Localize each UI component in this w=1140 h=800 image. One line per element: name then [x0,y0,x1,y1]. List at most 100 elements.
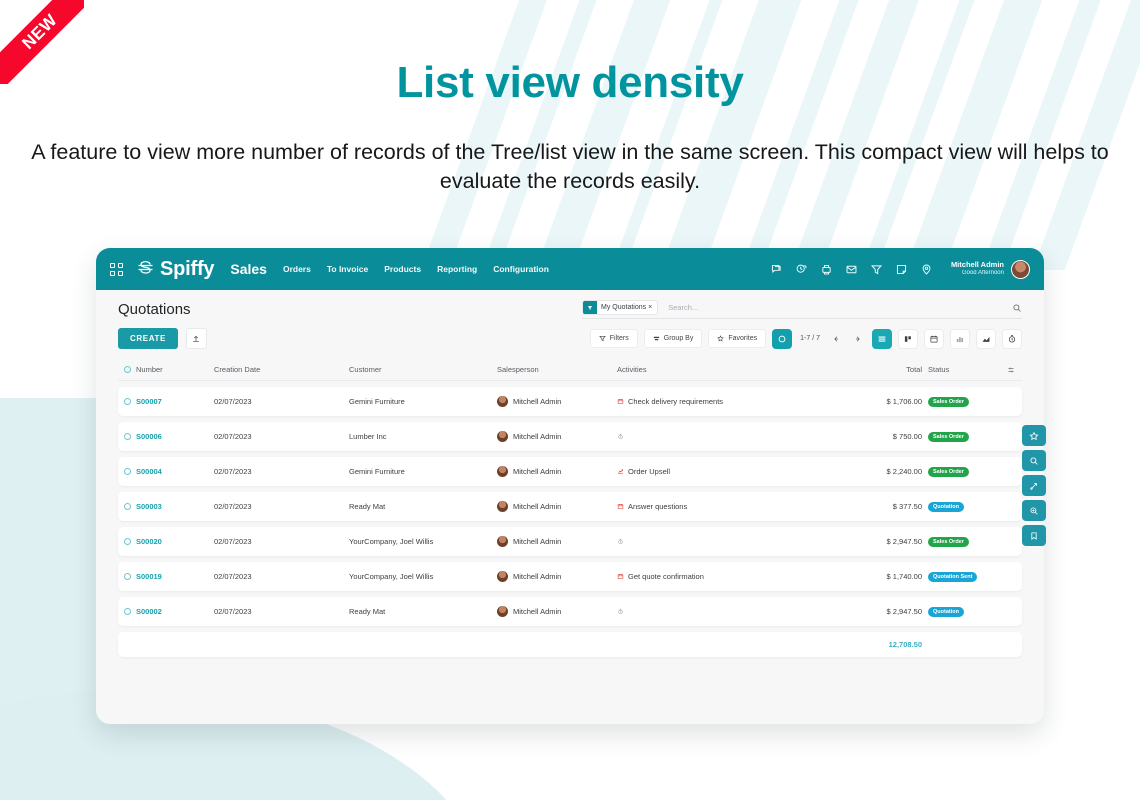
column-header-total[interactable]: Total [906,365,922,374]
column-header-creation-date[interactable]: Creation Date [214,365,261,374]
print-icon[interactable] [820,263,833,276]
column-options-icon[interactable] [1000,366,1022,374]
menu-item-products[interactable]: Products [384,264,422,274]
table-row[interactable]: S00006 02/07/2023 Lumber Inc Mitchell Admin… [118,422,1022,451]
cell-customer: Ready Mat [349,607,386,616]
upload-icon[interactable] [185,328,207,349]
column-header-salesperson[interactable]: Salesperson [497,365,539,374]
activity-label: Order Upsell [628,467,671,476]
cell-activities[interactable] [617,433,850,440]
cell-number[interactable]: S00004 [136,467,162,476]
row-checkbox[interactable] [118,503,136,510]
activities-badge [804,259,812,267]
new-ribbon: NEW [0,0,84,84]
menu-item-to-invoice[interactable]: To Invoice [326,264,369,274]
filter-icon [598,335,606,342]
mail-icon[interactable] [845,263,858,276]
menu-item-orders[interactable]: Orders [282,264,311,274]
control-panel: Quotations My Quotations × Search... [96,290,1044,349]
status-badge: Sales Order [928,432,969,442]
cell-total: $ 750.00 [892,432,922,441]
cell-status: Sales Order [928,536,1000,547]
table-row[interactable]: S00019 02/07/2023 YourCompany, Joel Willis… [118,562,1022,591]
cell-salesperson: Mitchell Admin [497,396,617,407]
search-area[interactable]: My Quotations × Search... [582,300,1022,319]
avatar[interactable] [1011,259,1030,279]
menu-item-configuration[interactable]: Configuration [493,264,549,274]
calendar-icon[interactable] [924,328,944,349]
clock-icon[interactable] [1002,328,1022,349]
favorite-icon[interactable] [1022,425,1046,446]
cell-activities[interactable]: Get quote confirmation [617,572,850,581]
create-button[interactable]: CREATE [118,328,178,349]
note-icon[interactable] [895,263,908,276]
search-facet[interactable]: My Quotations × [582,300,659,315]
messages-icon[interactable] [770,259,787,276]
activities-icon[interactable] [795,259,812,276]
calendar-red-icon [617,573,624,580]
status-badge: Quotation Sent [928,572,978,582]
cell-activities[interactable] [617,608,850,615]
page-title: List view density [396,58,744,107]
row-checkbox[interactable] [118,433,136,440]
search-icon[interactable] [1022,450,1046,471]
column-header-status[interactable]: Status [928,365,950,374]
table-row[interactable]: S00007 02/07/2023 Gemini Furniture Mitchell… [118,387,1022,416]
table-header: Number Creation Date Customer Salesperso… [118,359,1022,381]
cell-activities[interactable] [617,538,850,545]
arrow-left-icon[interactable] [828,331,844,347]
avatar [497,431,508,442]
table-row[interactable]: S00003 02/07/2023 Ready Mat Mitchell Admin A… [118,492,1022,521]
cell-activities[interactable]: Answer questions [617,502,850,511]
cell-activities[interactable]: Order Upsell [617,467,850,476]
cell-number[interactable]: S00019 [136,572,162,581]
apps-menu-icon[interactable] [110,262,123,276]
search-icon[interactable] [1012,303,1022,313]
table-row[interactable]: S00002 02/07/2023 Ready Mat Mitchell Admin $… [118,597,1022,626]
table-row[interactable]: S00020 02/07/2023 YourCompany, Joel Willis… [118,527,1022,556]
column-header-activities[interactable]: Activities [617,365,647,374]
column-header-customer[interactable]: Customer [349,365,382,374]
row-checkbox[interactable] [118,608,136,615]
avatar [497,571,508,582]
favorites-button[interactable]: Favorites [708,329,767,348]
column-header-number[interactable]: Number [136,365,163,374]
select-all-checkbox[interactable] [118,366,136,373]
graph-icon[interactable] [976,328,996,349]
bookmark-icon[interactable] [1022,525,1046,546]
cell-number[interactable]: S00007 [136,397,162,406]
cell-number[interactable]: S00006 [136,432,162,441]
location-icon[interactable] [920,263,933,276]
view-tools: Filters Group By Favorites 1-7 / 7 [589,328,1022,349]
brand-logo[interactable]: Spiffy [137,258,215,281]
filter-icon[interactable] [870,263,883,276]
app-topbar: Spiffy Sales Orders To Invoice Products … [96,248,1044,290]
group-by-button[interactable]: Group By [643,329,703,348]
pivot-icon[interactable] [950,328,970,349]
row-checkbox[interactable] [118,573,136,580]
menu-item-reporting[interactable]: Reporting [437,264,478,274]
cell-number[interactable]: S00020 [136,537,162,546]
row-checkbox[interactable] [118,538,136,545]
cell-customer: YourCompany, Joel Willis [349,572,434,581]
facet-label: My Quotations [601,304,647,311]
density-toggle-icon[interactable] [772,328,793,349]
cell-salesperson: Mitchell Admin [497,501,617,512]
kanban-icon[interactable] [898,328,918,349]
zoom-icon[interactable] [1022,500,1046,521]
arrow-right-icon[interactable] [850,331,866,347]
cell-activities[interactable]: Check delivery requirements [617,397,850,406]
cell-creation-date: 02/07/2023 [214,572,252,581]
cell-number[interactable]: S00003 [136,502,162,511]
side-rail [1022,425,1046,546]
facet-remove-icon[interactable]: × [648,304,653,311]
row-checkbox[interactable] [118,468,136,475]
expand-icon[interactable] [1022,475,1046,496]
list-icon[interactable] [872,328,892,349]
cell-number[interactable]: S00002 [136,607,162,616]
table-row[interactable]: S00004 02/07/2023 Gemini Furniture Mitchell… [118,457,1022,486]
row-checkbox[interactable] [118,398,136,405]
filters-button[interactable]: Filters [589,329,638,348]
search-input[interactable]: Search... [668,303,699,312]
user-menu[interactable]: Mitchell Admin Good Afternoon [951,259,1030,279]
